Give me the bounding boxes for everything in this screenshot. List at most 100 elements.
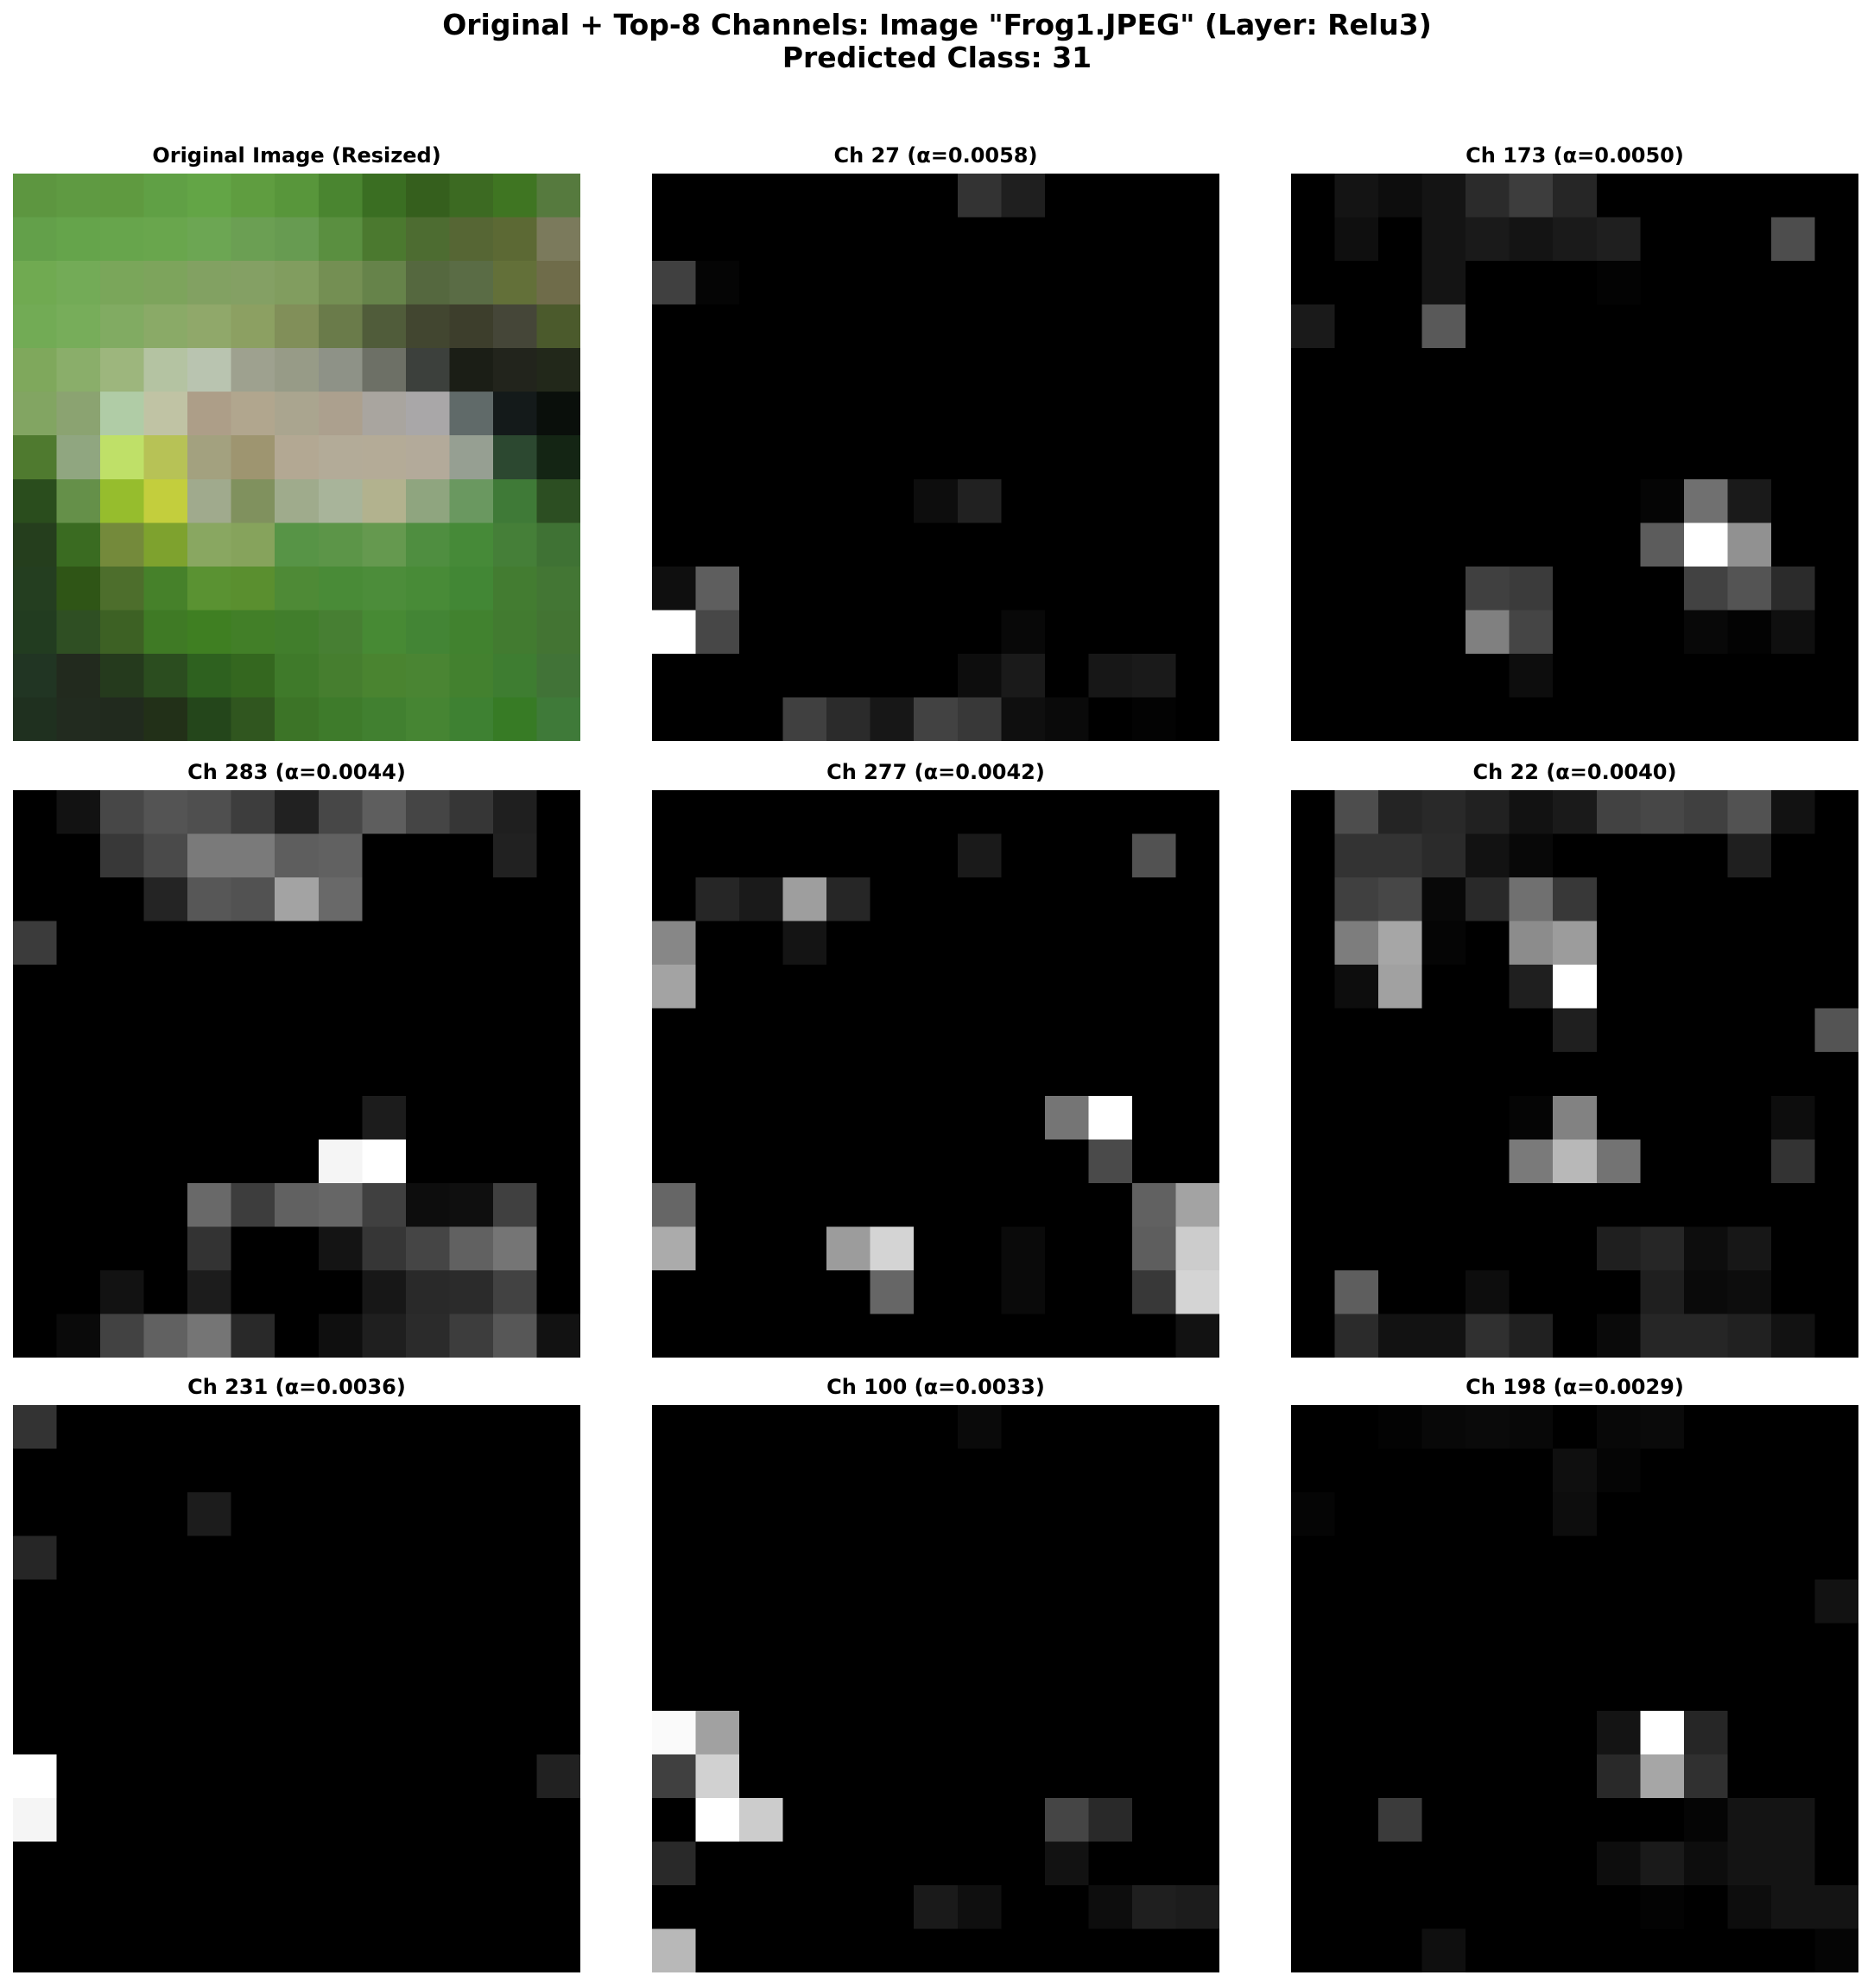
heatmap-cell [652, 1754, 697, 1799]
heatmap-cell [652, 965, 697, 1010]
heatmap-cell [1596, 1928, 1642, 1972]
heatmap-cell [1596, 1226, 1642, 1271]
heatmap-cell [652, 1580, 697, 1624]
heatmap-cell [870, 1928, 915, 1972]
heatmap-cell [914, 304, 959, 350]
heatmap-cell [1509, 1667, 1554, 1712]
heatmap-cell [826, 965, 871, 1010]
heatmap-cell [1378, 435, 1423, 480]
heatmap-cell [782, 566, 828, 611]
heatmap-cell [826, 1580, 871, 1624]
heatmap-cell [1131, 1095, 1177, 1141]
heatmap-cell [1044, 921, 1090, 966]
heatmap-cell [1814, 217, 1858, 263]
heatmap-cell [1596, 1492, 1642, 1537]
heatmap-cell [695, 1008, 741, 1054]
heatmap-cell [1131, 1269, 1177, 1315]
heatmap-cell [1466, 1226, 1510, 1271]
heatmap-cell [1378, 1797, 1423, 1843]
heatmap-cell [13, 1405, 58, 1450]
heatmap-cell [1640, 1754, 1685, 1799]
heatmap-cell [275, 217, 320, 263]
heatmap-cell [231, 653, 276, 699]
heatmap-cell [405, 1797, 451, 1843]
heatmap-cell [1727, 1928, 1772, 1972]
heatmap-cell [1175, 304, 1219, 350]
heatmap-cell [362, 1623, 407, 1668]
heatmap-cell [1596, 1405, 1642, 1450]
heatmap-cell [914, 1797, 959, 1843]
heatmap-cell [231, 304, 276, 350]
heatmap-cell [405, 1535, 451, 1581]
heatmap-cell [1770, 1095, 1816, 1141]
heatmap-cell [914, 1182, 959, 1228]
heatmap-cell [957, 877, 1003, 922]
panel-title: Ch 27 (α=0.0058) [833, 143, 1038, 168]
figure-title: Original + Top-8 Channels: Image "Frog1.… [442, 8, 1432, 41]
heatmap-cell [1175, 391, 1219, 437]
original-image-panel [13, 174, 580, 741]
heatmap-cell [1814, 348, 1858, 393]
heatmap-cell [1421, 1182, 1467, 1228]
heatmap-cell [1378, 1269, 1423, 1315]
heatmap-cell [1088, 790, 1133, 835]
heatmap-cell [1131, 1580, 1177, 1624]
heatmap-cell [231, 1710, 276, 1756]
heatmap-cell [957, 1535, 1003, 1581]
heatmap-cell [1509, 1492, 1554, 1537]
heatmap-cell [826, 697, 871, 741]
heatmap-cell [957, 217, 1003, 263]
heatmap-cell [362, 1448, 407, 1494]
heatmap-cell [739, 1492, 784, 1537]
heatmap-cell [56, 1052, 102, 1097]
heatmap-cell [1553, 348, 1598, 393]
heatmap-cell [1175, 1884, 1219, 1930]
heatmap-cell [1001, 348, 1046, 393]
heatmap-cell [143, 1928, 189, 1972]
heatmap-cell [143, 1623, 189, 1668]
heatmap-cell [914, 1623, 959, 1668]
heatmap-cell [536, 1580, 580, 1624]
heatmap-cell [275, 965, 320, 1010]
heatmap-cell [318, 1492, 364, 1537]
heatmap-cell [1596, 965, 1642, 1010]
heatmap-cell [1291, 1139, 1336, 1184]
heatmap-cell [1814, 522, 1858, 567]
heatmap-cell [957, 1095, 1003, 1141]
heatmap-cell [449, 522, 494, 567]
heatmap-cell [492, 697, 538, 741]
heatmap-cell [870, 391, 915, 437]
heatmap-cell [1509, 1095, 1554, 1141]
heatmap-cell [275, 1580, 320, 1624]
heatmap-cell [1131, 610, 1177, 655]
heatmap-cell [449, 478, 494, 524]
heatmap-cell [536, 566, 580, 611]
heatmap-cell [1175, 1448, 1219, 1494]
heatmap-cell [56, 217, 102, 263]
heatmap-cell [1001, 1095, 1046, 1141]
heatmap-cell [914, 1580, 959, 1624]
heatmap-cell [143, 1667, 189, 1712]
heatmap-cell [449, 1448, 494, 1494]
heatmap-cell [318, 965, 364, 1010]
heatmap-cell [826, 653, 871, 699]
heatmap-cell [1553, 1928, 1598, 1972]
heatmap-cell [1378, 1226, 1423, 1271]
heatmap-cell [1640, 1139, 1685, 1184]
heatmap-cell [275, 1405, 320, 1450]
heatmap-cell [870, 1448, 915, 1494]
heatmap-cell [536, 304, 580, 350]
heatmap-cell [1001, 790, 1046, 835]
heatmap-cell [100, 1448, 145, 1494]
heatmap-cell [1466, 833, 1510, 879]
heatmap-cell [1683, 1269, 1729, 1315]
heatmap-cell [187, 1841, 232, 1886]
heatmap-cell [652, 1314, 697, 1358]
heatmap-cell [405, 348, 451, 393]
heatmap-cell [449, 304, 494, 350]
heatmap-cell [826, 1884, 871, 1930]
heatmap-cell [231, 1269, 276, 1315]
heatmap-cell [1640, 1797, 1685, 1843]
heatmap-cell [1553, 877, 1598, 922]
heatmap-cell [492, 921, 538, 966]
